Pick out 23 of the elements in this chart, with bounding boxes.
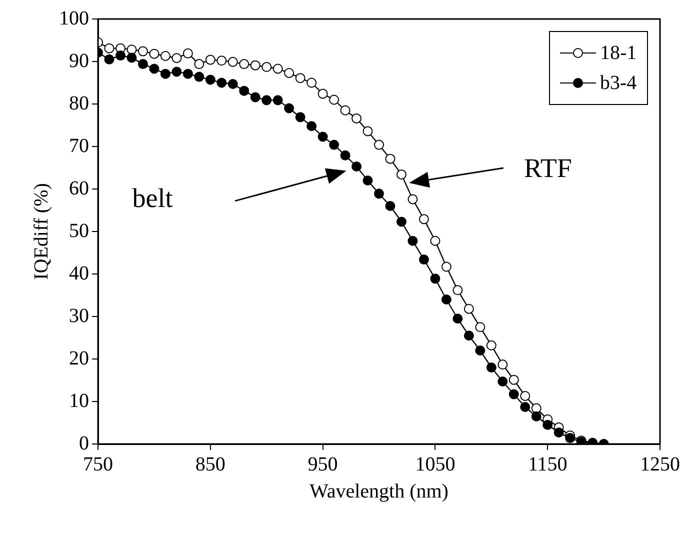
y-axis-title: IQEdiff (%): [30, 183, 52, 280]
legend-label: b3-4: [600, 72, 637, 94]
y-tick-label: 30: [69, 304, 89, 327]
x-tick-label: 750: [83, 453, 113, 476]
x-tick-label: 1250: [640, 453, 680, 476]
y-tick-label: 10: [69, 390, 89, 412]
x-tick-label: 1050: [415, 453, 456, 476]
y-tick-label: 20: [69, 347, 89, 370]
y-tick-label: 40: [69, 262, 89, 284]
legend-label: 18-1: [600, 42, 637, 64]
x-tick-label: 950: [308, 453, 338, 476]
x-axis-title: Wavelength (nm): [310, 480, 448, 502]
y-tick-label: 50: [69, 220, 89, 242]
y-tick-label: 80: [69, 92, 89, 114]
y-tick-label: 70: [69, 134, 89, 157]
y-tick-label: 100: [59, 7, 89, 30]
x-tick-label: 1150: [528, 453, 568, 476]
x-tick-label: 850: [195, 453, 226, 476]
annotation: belt: [132, 182, 173, 214]
annotation: RTF: [524, 152, 572, 184]
y-tick-label: 60: [69, 177, 89, 200]
y-tick-label: 90: [69, 50, 89, 72]
y-tick-label: 0: [79, 432, 89, 454]
